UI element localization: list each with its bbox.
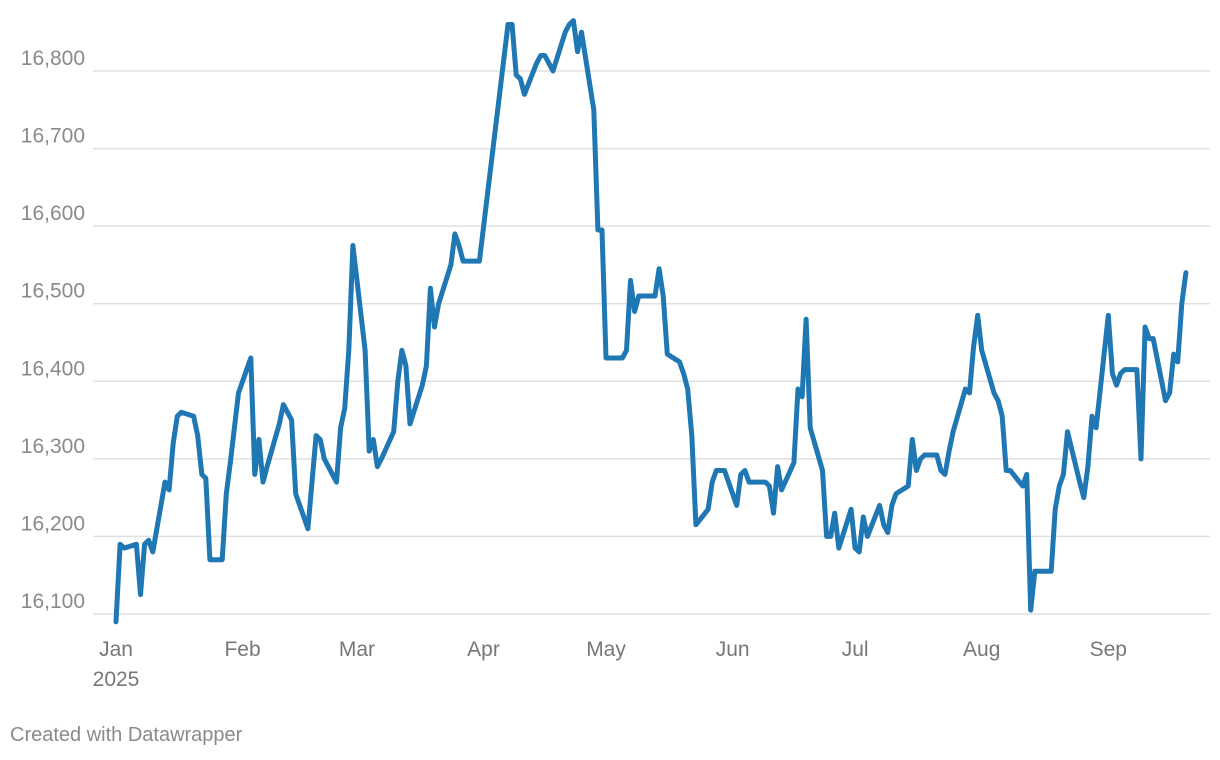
y-tick-label: 16,800 (21, 47, 85, 70)
series-line (113, 18, 1189, 625)
x-tick-label: Aug (963, 638, 1000, 661)
y-tick-label: 16,200 (21, 512, 85, 535)
y-tick-label: 16,400 (21, 357, 85, 380)
x-tick-label: Feb (224, 638, 260, 661)
series-layer (113, 18, 1189, 625)
x-axis-ticks: 2025 Jan Feb Mar Apr May Jun Jul Aug Sep (93, 638, 1127, 691)
y-tick-label: 16,300 (21, 435, 85, 458)
x-tick-label: Jun (716, 638, 750, 661)
x-tick-label: Mar (339, 638, 375, 661)
gridlines (93, 70, 1210, 615)
y-tick-label: 16,700 (21, 125, 85, 148)
y-tick-label: 16,500 (21, 280, 85, 303)
footer-credit: Created with Datawrapper (10, 724, 243, 746)
x-tick-label: Jan (99, 638, 133, 661)
y-tick-label: 16,100 (21, 590, 85, 613)
x-axis-year-label: 2025 (93, 668, 140, 691)
x-tick-label: Jul (842, 638, 869, 661)
y-axis-ticks: 16,100 16,200 16,300 16,400 16,500 16,600 16,7… (21, 47, 85, 613)
y-tick-label: 16,600 (21, 202, 85, 225)
line-chart: 16,100 16,200 16,300 16,400 16,500 16,600 16,7… (21, 18, 1210, 691)
x-tick-label: Sep (1090, 638, 1127, 661)
x-tick-label: May (586, 638, 626, 661)
x-tick-label: Apr (467, 638, 500, 661)
